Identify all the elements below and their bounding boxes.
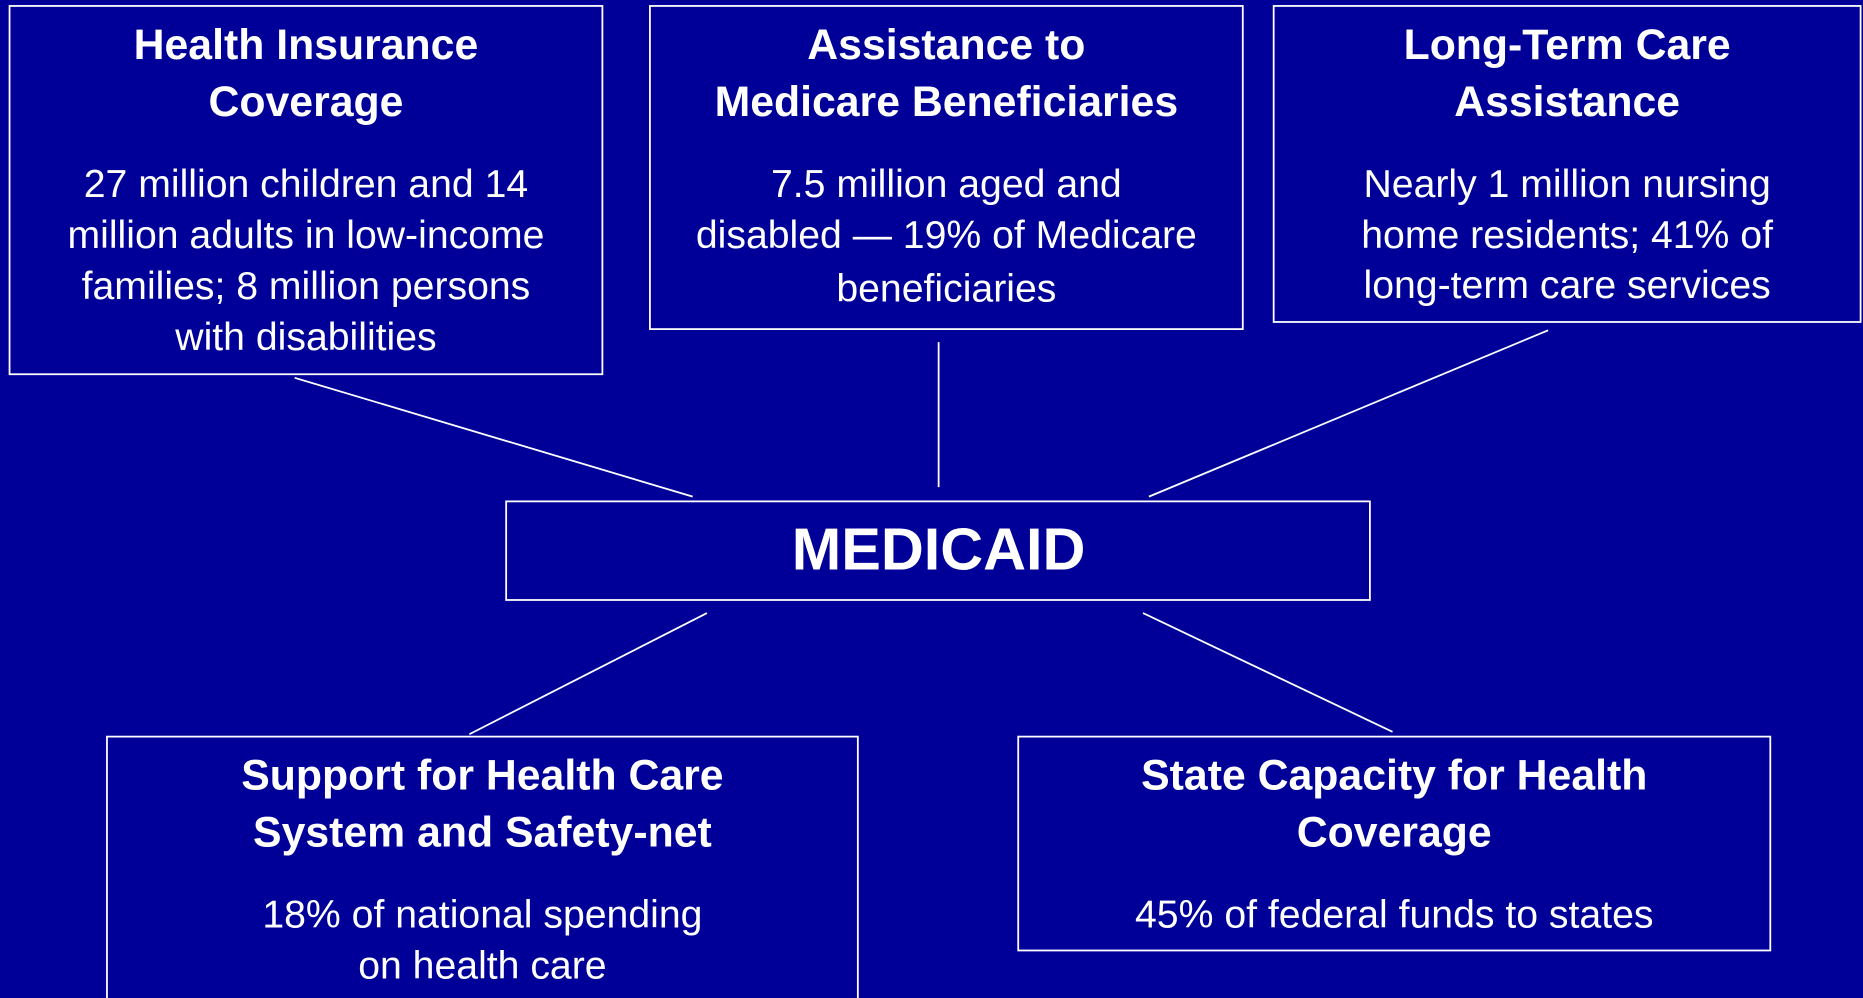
- connector: [1142, 612, 1393, 733]
- node-body: home residents; 41% of: [1361, 214, 1773, 257]
- center-label: MEDICAID: [792, 515, 1086, 582]
- node-body: Nearly 1 million nursing: [1363, 163, 1770, 206]
- node-body: 45% of federal funds to states: [1135, 894, 1653, 937]
- node-title: System and Safety-net: [253, 809, 712, 857]
- node-title: Coverage: [1297, 809, 1492, 857]
- node-title: State Capacity for Health: [1141, 751, 1647, 799]
- node-body: disabled — 19% of Medicare: [696, 214, 1197, 257]
- node-title: Health Insurance: [134, 21, 479, 69]
- node-title: Long-Term Care: [1404, 21, 1731, 69]
- node-body: 27 million children and 14: [84, 163, 528, 206]
- node-body: 7.5 million aged and: [771, 163, 1122, 206]
- node-body: on health care: [358, 945, 606, 988]
- node-title: Assistance: [1454, 78, 1680, 126]
- node-title: Support for Health Care: [241, 751, 723, 799]
- node-box: [649, 5, 1244, 330]
- node-body: 18% of national spending: [262, 894, 702, 937]
- node-body: long-term care services: [1364, 264, 1771, 307]
- connector: [468, 612, 708, 736]
- node-box: [1017, 735, 1772, 952]
- node-body: beneficiaries: [836, 267, 1056, 310]
- node-title: Coverage: [209, 78, 404, 126]
- connector: [294, 376, 693, 498]
- node-box: [8, 5, 604, 376]
- node-body: million adults in low-income: [67, 214, 544, 257]
- node-body: with disabilities: [174, 316, 436, 359]
- node-box: [106, 735, 859, 998]
- node-box: [1272, 5, 1862, 323]
- node-body: families; 8 million persons: [82, 265, 531, 308]
- node-title: Assistance to: [807, 21, 1085, 69]
- connector: [1148, 329, 1549, 498]
- center-box: [505, 500, 1371, 601]
- node-title: Medicare Beneficiaries: [715, 78, 1179, 126]
